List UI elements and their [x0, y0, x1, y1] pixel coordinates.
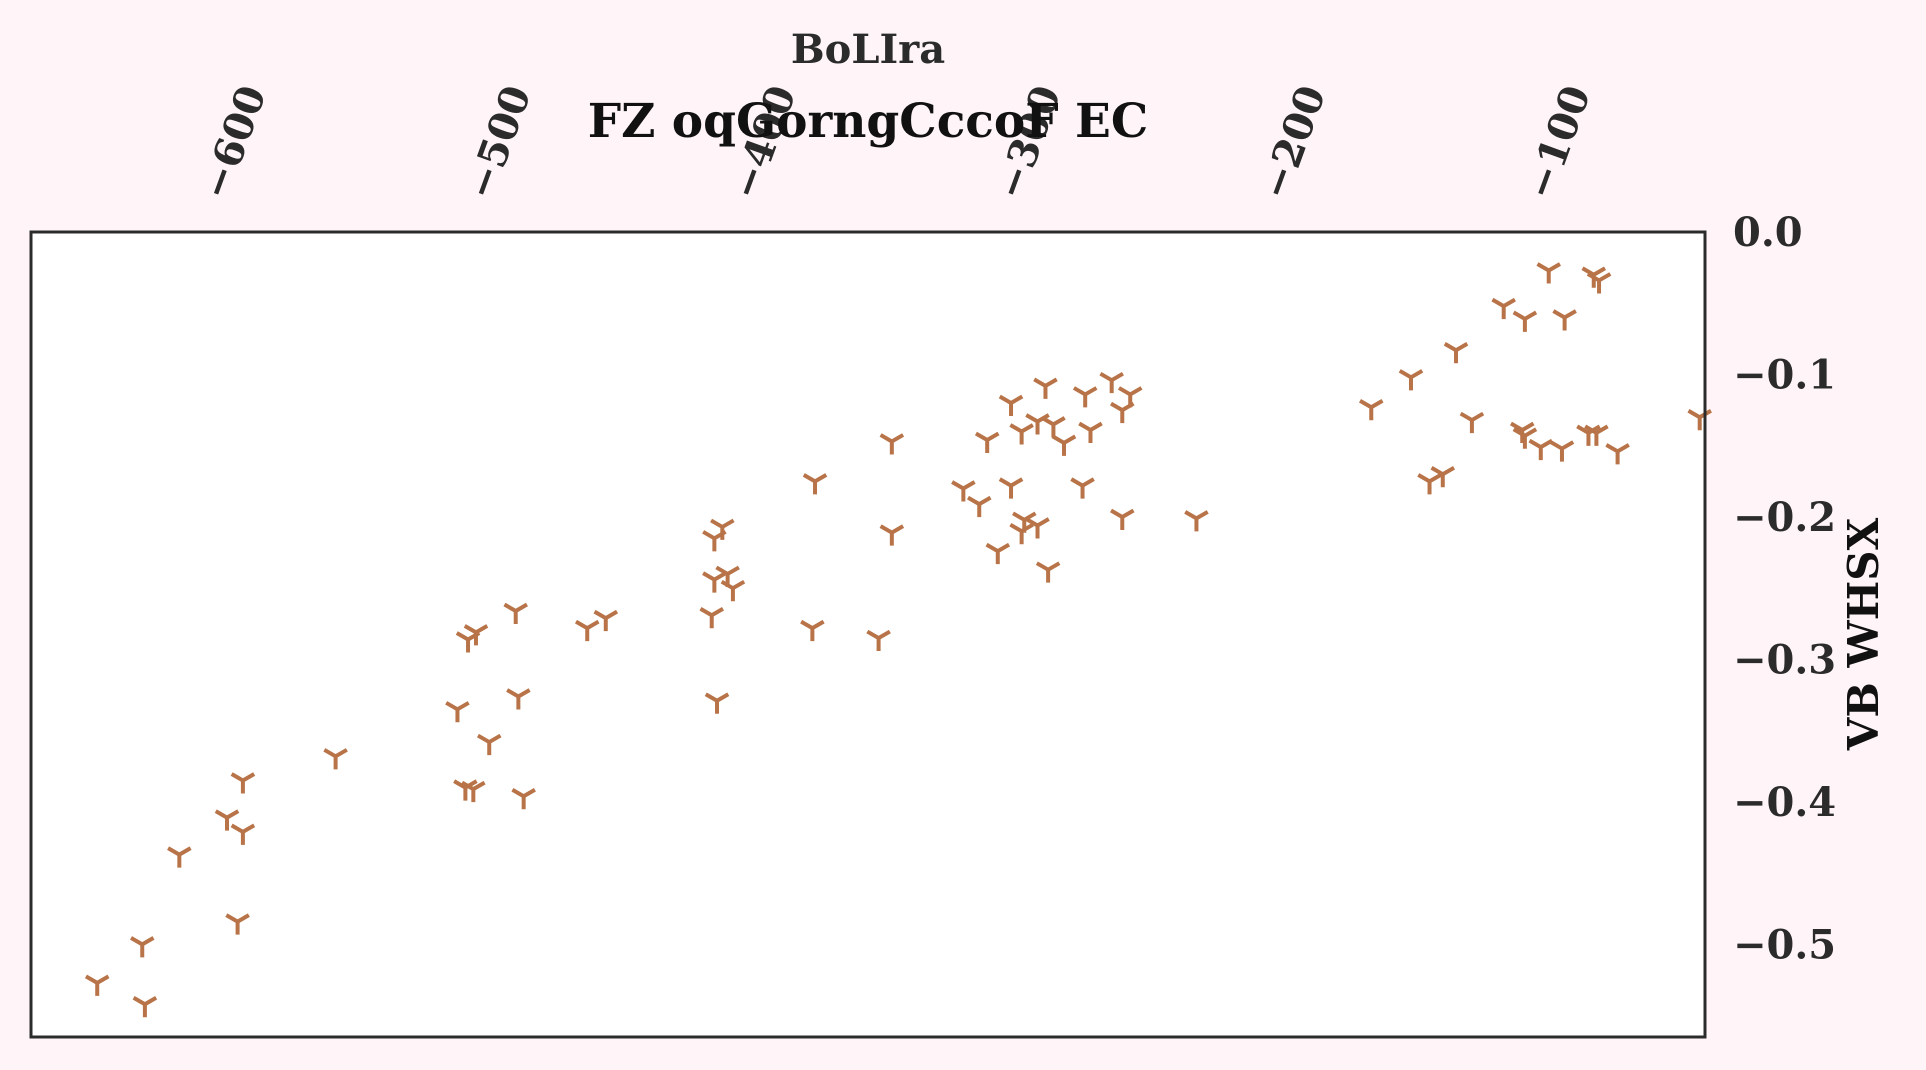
y-axis-ticks: 0.0 −0.1 −0.2 −0.3 −0.4 −0.5 — [1733, 209, 1836, 968]
y-tick-label: 0.0 — [1733, 209, 1803, 256]
y-tick-label: −0.3 — [1733, 636, 1836, 683]
y-tick-label: −0.1 — [1733, 351, 1836, 398]
x-axis-title: BoLIra — [791, 26, 945, 73]
x-tick-label: −600 — [192, 79, 276, 205]
y-tick-label: −0.2 — [1733, 494, 1836, 541]
y-tick-label: −0.5 — [1733, 921, 1836, 968]
x-tick-label: −100 — [1516, 79, 1600, 205]
y-axis-title: VB WHSX — [1839, 517, 1888, 751]
plot-area — [31, 232, 1705, 1037]
x-tick-label: −200 — [1251, 79, 1335, 205]
y-tick-label: −0.4 — [1733, 779, 1836, 826]
chart-title: FZ oqGorngCccoF EC — [588, 94, 1149, 149]
x-tick-label: −500 — [457, 79, 541, 205]
